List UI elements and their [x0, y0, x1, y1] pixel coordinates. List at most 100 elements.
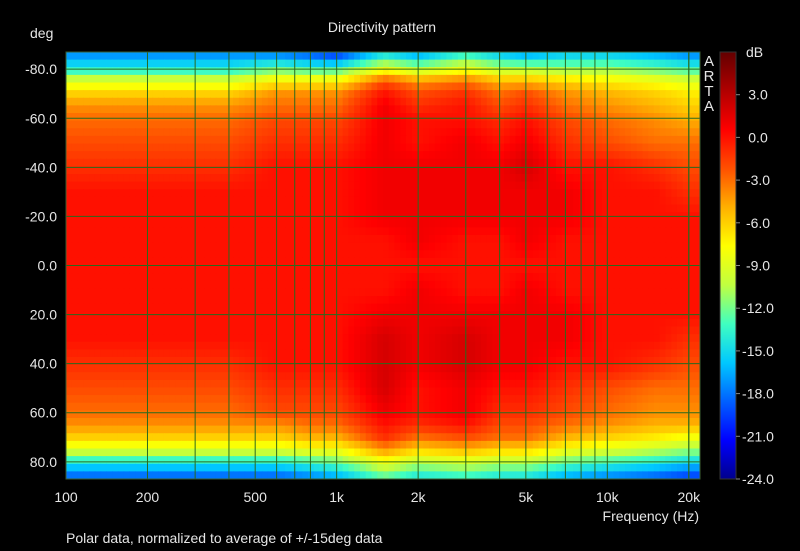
heatmap-cell [256, 97, 263, 106]
heatmap-cell [290, 219, 298, 228]
heatmap-cell [117, 334, 125, 343]
heatmap-cell [411, 341, 419, 350]
heatmap-cell [244, 326, 252, 335]
heatmap-cell [423, 90, 430, 99]
heatmap-cell [192, 227, 200, 236]
heatmap-cell [532, 242, 540, 251]
heatmap-cell [417, 280, 424, 289]
heatmap-cell [371, 196, 378, 206]
heatmap-cell [377, 128, 384, 137]
heatmap-cell [486, 189, 494, 198]
heatmap-cell [117, 288, 125, 297]
heatmap-cell [238, 105, 246, 114]
heatmap-cell [296, 82, 303, 91]
heatmap-cell [567, 67, 574, 76]
heatmap-cell [221, 379, 228, 389]
heatmap-cell [406, 311, 413, 320]
heatmap-cell [648, 158, 655, 167]
heatmap-cell [261, 158, 269, 167]
heatmap-cell [210, 288, 217, 297]
heatmap-cell [112, 395, 119, 404]
heatmap-cell [210, 265, 217, 274]
heatmap-cell [394, 227, 401, 236]
heatmap-cell [192, 280, 200, 289]
heatmap-cell [446, 227, 453, 236]
heatmap-cell [296, 90, 303, 99]
heatmap-cell [486, 67, 494, 76]
heatmap-cell [492, 257, 499, 267]
heatmap-cell [290, 166, 298, 175]
heatmap-cell [359, 151, 367, 160]
heatmap-cell [665, 326, 672, 335]
heatmap-cell [527, 59, 534, 68]
heatmap-cell [509, 288, 517, 297]
heatmap-cell [671, 273, 678, 282]
heatmap-cell [411, 250, 419, 259]
heatmap-cell [613, 257, 620, 267]
heatmap-cell [100, 135, 107, 145]
heatmap-cell [377, 135, 384, 145]
heatmap-cell [521, 158, 528, 167]
heatmap-cell [279, 364, 286, 373]
heatmap-cell [290, 349, 298, 358]
heatmap-cell [688, 59, 695, 68]
heatmap-cell [140, 143, 148, 152]
heatmap-cell [509, 52, 517, 61]
heatmap-cell [354, 113, 361, 122]
heatmap-cell [573, 349, 580, 358]
heatmap-cell [682, 280, 690, 289]
heatmap-cell [457, 318, 465, 328]
heatmap-cell [665, 59, 672, 68]
heatmap-cell [181, 113, 188, 122]
heatmap-cell [411, 67, 419, 76]
heatmap-cell [457, 219, 465, 228]
heatmap-cell [480, 166, 488, 175]
heatmap-cell [555, 82, 563, 91]
heatmap-cell [187, 341, 194, 350]
heatmap-cell [89, 280, 96, 289]
heatmap-cell [112, 235, 119, 244]
heatmap-cell [342, 311, 350, 320]
heatmap-cell [659, 128, 667, 137]
heatmap-cell [561, 74, 569, 84]
heatmap-cell [117, 372, 125, 381]
heatmap-cell [313, 296, 321, 305]
heatmap-cell [163, 59, 171, 68]
heatmap-cell [279, 196, 286, 206]
heatmap-cell [602, 204, 609, 213]
heatmap-cell [486, 265, 494, 274]
heatmap-cell [527, 227, 534, 236]
heatmap-cell [233, 334, 240, 343]
heatmap-cell [66, 242, 73, 251]
heatmap-cell [619, 235, 626, 244]
heatmap-cell [117, 120, 125, 129]
heatmap-cell [383, 128, 390, 137]
heatmap-cell [112, 364, 119, 373]
heatmap-cell [440, 364, 447, 373]
heatmap-cell [336, 288, 344, 297]
heatmap-cell [100, 242, 107, 251]
heatmap-cell [550, 128, 557, 137]
heatmap-cell [532, 334, 540, 343]
heatmap-cell [279, 334, 286, 343]
heatmap-cell [175, 273, 182, 282]
heatmap-cell [388, 97, 396, 106]
heatmap-cell [688, 196, 695, 206]
heatmap-cell [256, 174, 263, 183]
heatmap-cell [175, 59, 182, 68]
heatmap-cell [140, 181, 148, 190]
heatmap-cell [619, 326, 626, 335]
heatmap-cell [187, 74, 194, 84]
heatmap-cell [140, 151, 148, 160]
heatmap-cell [181, 105, 188, 114]
heatmap-cell [457, 135, 465, 145]
heatmap-cell [158, 296, 165, 305]
heatmap-cell [238, 135, 246, 145]
heatmap-cell [659, 265, 667, 274]
heatmap-cell [204, 349, 211, 358]
heatmap-cell [285, 288, 292, 297]
heatmap-cell [584, 59, 592, 68]
heatmap-cell [342, 67, 350, 76]
heatmap-cell [521, 265, 528, 274]
heatmap-cell [279, 387, 286, 396]
